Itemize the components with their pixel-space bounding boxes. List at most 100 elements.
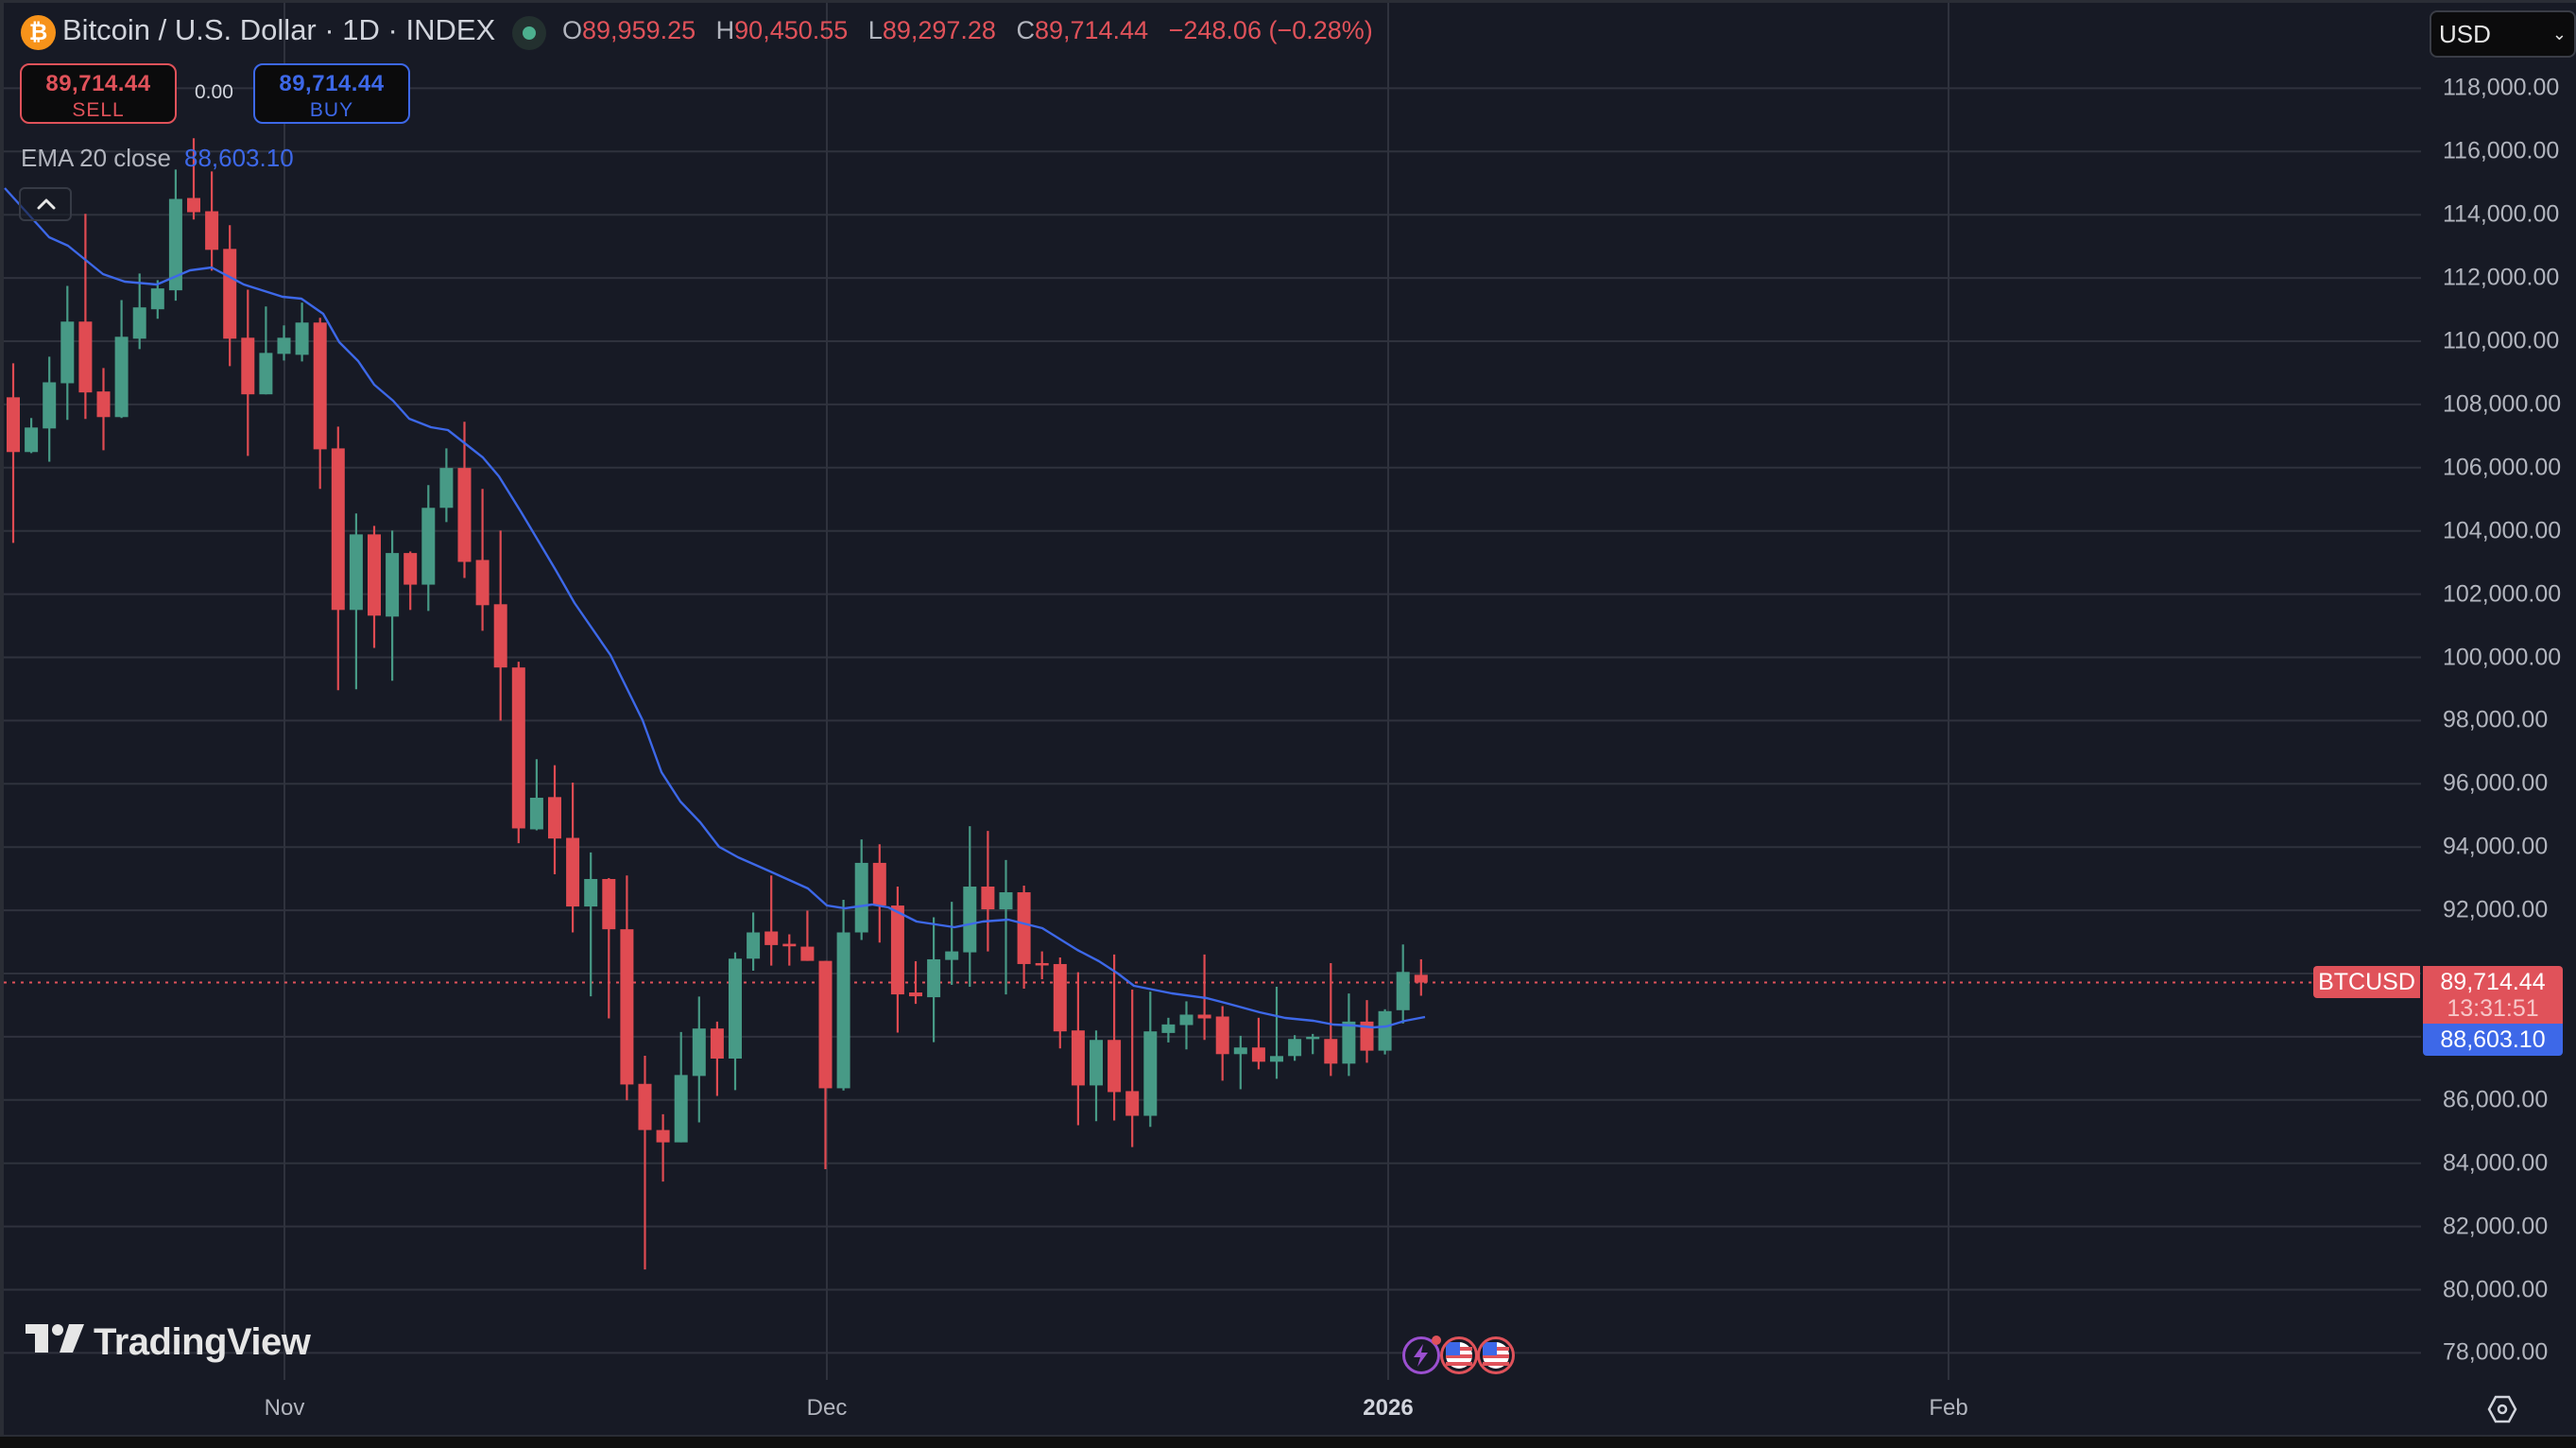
- us-flag-event-icon[interactable]: [1477, 1336, 1515, 1374]
- candle[interactable]: [421, 485, 436, 612]
- candle[interactable]: [692, 996, 706, 1123]
- chart-settings-button[interactable]: [2487, 1394, 2517, 1424]
- candle[interactable]: [404, 551, 418, 611]
- candle[interactable]: [114, 300, 129, 419]
- candle[interactable]: [818, 960, 833, 1170]
- currency-select[interactable]: USD ⌄: [2430, 10, 2576, 58]
- candle[interactable]: [1306, 1033, 1320, 1055]
- candle[interactable]: [25, 418, 39, 454]
- candle[interactable]: [836, 900, 850, 1091]
- collapse-legend-button[interactable]: [19, 187, 72, 221]
- candle[interactable]: [1143, 991, 1158, 1128]
- candle[interactable]: [1342, 993, 1356, 1077]
- candle[interactable]: [764, 875, 779, 966]
- vertical-gridlines: [283, 3, 1949, 1380]
- top-border: [0, 0, 2576, 3]
- candle[interactable]: [313, 318, 327, 490]
- candle[interactable]: [493, 530, 507, 721]
- candle[interactable]: [295, 302, 309, 362]
- candle[interactable]: [747, 912, 761, 971]
- candle[interactable]: [710, 1021, 724, 1096]
- candle[interactable]: [132, 273, 146, 350]
- candle[interactable]: [529, 759, 543, 831]
- candle[interactable]: [1360, 1000, 1374, 1063]
- time-axis-label: Feb: [1929, 1395, 1968, 1421]
- candle[interactable]: [963, 826, 977, 988]
- candle[interactable]: [872, 844, 886, 943]
- candle[interactable]: [150, 280, 164, 319]
- spread-value: 0.00: [195, 81, 233, 103]
- candle[interactable]: [729, 952, 742, 1091]
- candle[interactable]: [674, 1031, 688, 1143]
- candle[interactable]: [60, 285, 75, 421]
- candle[interactable]: [43, 356, 57, 462]
- candle[interactable]: [439, 448, 454, 523]
- candle[interactable]: [981, 831, 995, 952]
- left-border: [0, 0, 4, 1448]
- candle[interactable]: [1090, 1030, 1103, 1122]
- candle[interactable]: [1161, 1017, 1176, 1043]
- candle[interactable]: [457, 422, 472, 578]
- candle[interactable]: [945, 902, 959, 986]
- settings-icon: [2487, 1395, 2517, 1423]
- tradingview-logo[interactable]: TradingView: [26, 1319, 311, 1364]
- candle[interactable]: [1017, 886, 1031, 990]
- candle[interactable]: [1108, 954, 1122, 1121]
- candle[interactable]: [1414, 958, 1428, 996]
- candle[interactable]: [277, 325, 291, 361]
- candle[interactable]: [602, 877, 616, 1019]
- bar-countdown: 13:31:51: [2447, 995, 2539, 1022]
- candle[interactable]: [1378, 1008, 1392, 1055]
- candle[interactable]: [548, 765, 561, 874]
- candle[interactable]: [1270, 987, 1283, 1079]
- candle[interactable]: [566, 782, 580, 933]
- candle[interactable]: [368, 526, 381, 648]
- candle[interactable]: [78, 214, 93, 420]
- candle[interactable]: [331, 426, 345, 691]
- candle[interactable]: [96, 368, 111, 451]
- us-flag-event-icon[interactable]: [1440, 1336, 1478, 1374]
- candle[interactable]: [909, 960, 922, 1005]
- candle[interactable]: [511, 662, 525, 844]
- candle[interactable]: [1215, 1006, 1229, 1081]
- candle[interactable]: [620, 875, 634, 1101]
- candle[interactable]: [386, 530, 400, 681]
- candle[interactable]: [1288, 1035, 1302, 1061]
- market-status-indicator[interactable]: [512, 16, 546, 50]
- candle[interactable]: [259, 306, 273, 395]
- symbol-price-tag: BTCUSD: [2313, 966, 2420, 998]
- candle[interactable]: [1179, 1001, 1194, 1050]
- candle[interactable]: [1233, 1035, 1247, 1090]
- candle[interactable]: [1125, 990, 1140, 1147]
- candle[interactable]: [927, 917, 941, 1043]
- candle[interactable]: [349, 513, 363, 690]
- sell-button[interactable]: 89,714.44 SELL: [20, 63, 177, 124]
- candle[interactable]: [1324, 962, 1338, 1077]
- candle[interactable]: [205, 171, 219, 271]
- candle[interactable]: [7, 363, 20, 543]
- candle[interactable]: [187, 138, 200, 220]
- candle[interactable]: [854, 839, 868, 940]
- buy-button[interactable]: 89,714.44 BUY: [253, 63, 410, 124]
- candle[interactable]: [168, 169, 182, 302]
- candle[interactable]: [1251, 1017, 1265, 1070]
- candle[interactable]: [1071, 972, 1085, 1126]
- candle[interactable]: [1396, 944, 1410, 1024]
- candle[interactable]: [999, 859, 1013, 995]
- candle[interactable]: [800, 910, 815, 961]
- candle[interactable]: [656, 1113, 670, 1182]
- candle[interactable]: [1053, 957, 1067, 1049]
- candle[interactable]: [584, 852, 598, 997]
- symbol-title[interactable]: Bitcoin / U.S. Dollar · 1D · INDEX: [62, 13, 496, 46]
- candle[interactable]: [475, 489, 489, 631]
- event-lightning-icon[interactable]: [1402, 1336, 1441, 1374]
- ema-legend[interactable]: EMA 20 close 88,603.10: [21, 144, 294, 173]
- candle[interactable]: [782, 934, 797, 966]
- candle[interactable]: [223, 225, 237, 367]
- candle[interactable]: [638, 1055, 652, 1270]
- candle[interactable]: [1035, 951, 1049, 980]
- candle[interactable]: [241, 289, 255, 457]
- price-axis-label: 118,000.00: [2443, 74, 2560, 101]
